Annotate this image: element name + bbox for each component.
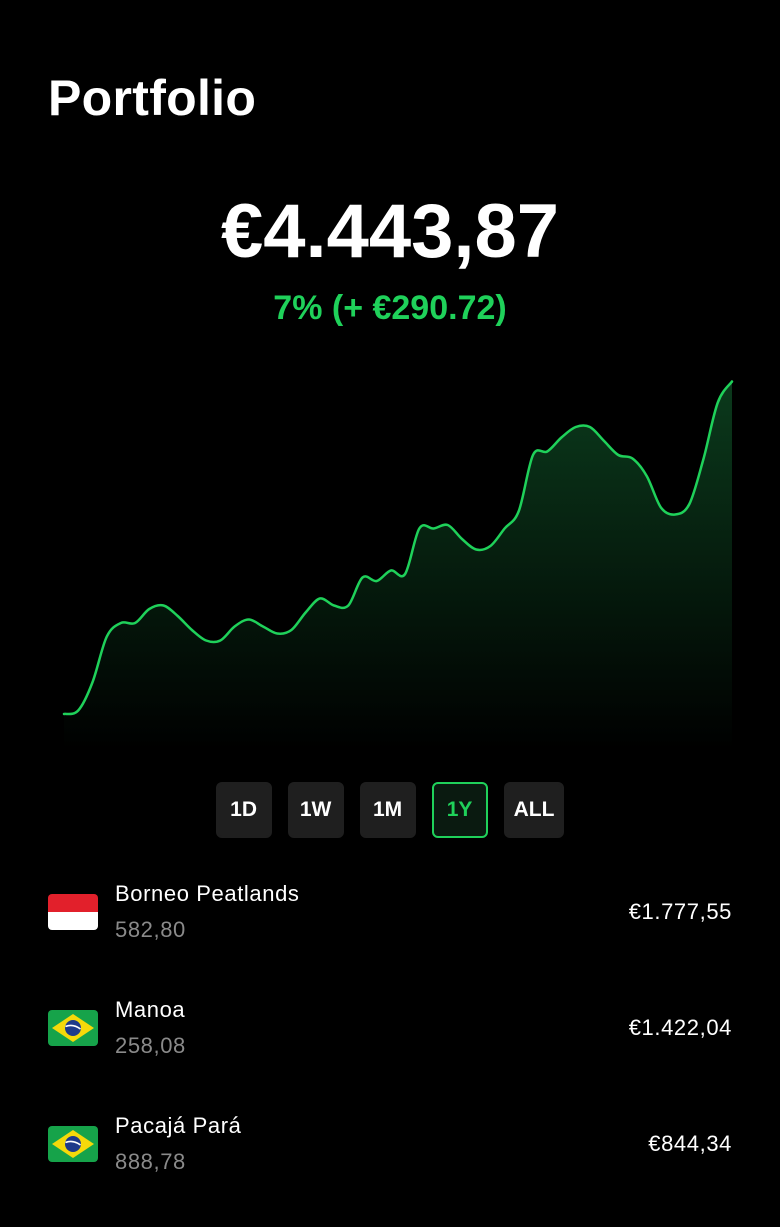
brazil-flag-icon [48,1126,98,1162]
portfolio-chart [62,380,734,750]
holding-value: €844,34 [648,1131,732,1156]
holdings-list: Borneo Peatlands 582,80 €1.777,55 Manoa … [48,872,732,1220]
holding-quantity: 888,78 [115,1149,186,1174]
holding-value: €1.422,04 [628,1015,732,1040]
holding-row-pacaja-para[interactable]: Pacajá Pará 888,78 €844,34 [48,1104,732,1220]
indonesia-flag-icon [48,894,98,930]
chart-area-fill [64,381,732,750]
range-button-1d[interactable]: 1D [215,782,272,838]
range-button-all[interactable]: ALL [503,782,565,838]
holding-name: Manoa [115,997,186,1022]
range-button-1y[interactable]: 1Y [431,782,488,838]
holding-name: Borneo Peatlands [115,881,300,906]
range-button-1m[interactable]: 1M [359,782,416,838]
holding-name: Pacajá Pará [115,1113,242,1138]
brazil-flag-icon [48,1010,98,1046]
holding-quantity: 258,08 [115,1033,186,1058]
chart-series-line [62,380,734,716]
time-range-selector: 1D 1W 1M 1Y ALL [0,782,780,838]
range-button-1w[interactable]: 1W [287,782,344,838]
portfolio-balance: €4.443,87 [220,189,560,274]
holding-value: €1.777,55 [628,899,732,924]
portfolio-change: 7% (+ €290.72) [273,289,507,327]
holding-row-manoa[interactable]: Manoa 258,08 €1.422,04 [48,988,732,1104]
page-title: Portfolio [48,70,257,126]
holding-quantity: 582,80 [115,917,186,942]
holding-row-borneo-peatlands[interactable]: Borneo Peatlands 582,80 €1.777,55 [48,872,732,988]
